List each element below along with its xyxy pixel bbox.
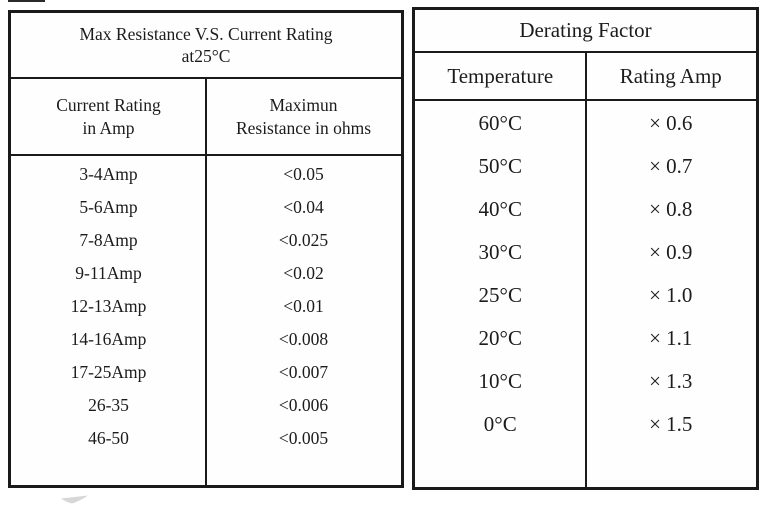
scan-artifact-line bbox=[8, 0, 45, 2]
temperature-column-header: Temperature bbox=[415, 53, 586, 99]
table-row: 17-25Amp <0.007 bbox=[11, 356, 401, 389]
table-row: 7-8Amp <0.025 bbox=[11, 224, 401, 257]
table-row: 5-6Amp <0.04 bbox=[11, 191, 401, 224]
resistance-cell: <0.04 bbox=[283, 197, 324, 217]
table-row: 60°C × 0.6 bbox=[415, 102, 756, 145]
temperature-cell: 30°C bbox=[478, 240, 522, 264]
table-row: 14-16Amp <0.008 bbox=[11, 323, 401, 356]
header-line: Current Rating bbox=[56, 94, 161, 115]
current-rating-cell: 26-35 bbox=[88, 395, 129, 415]
derating-factor-table-body: 60°C × 0.6 50°C × 0.7 40°C × 0.8 30°C × … bbox=[415, 101, 756, 487]
current-rating-cell: 7-8Amp bbox=[79, 230, 138, 250]
derating-factor-table-title: Derating Factor bbox=[415, 10, 756, 53]
factor-cell: × 1.1 bbox=[649, 326, 693, 350]
temperature-cell: 10°C bbox=[478, 369, 522, 393]
rating-amp-column-header: Rating Amp bbox=[586, 53, 757, 99]
factor-cell: × 1.3 bbox=[649, 369, 693, 393]
title-text: Derating Factor bbox=[519, 18, 652, 42]
derating-factor-table-grid: Temperature Rating Amp 60°C × 0.6 50°C ×… bbox=[415, 53, 756, 487]
resistance-cell: <0.006 bbox=[278, 395, 329, 415]
current-rating-cell: 5-6Amp bbox=[79, 197, 138, 217]
table-row: 9-11Amp <0.02 bbox=[11, 257, 401, 290]
table-row: 26-35 <0.006 bbox=[11, 389, 401, 422]
temperature-cell: 40°C bbox=[478, 197, 522, 221]
resistance-cell: <0.008 bbox=[278, 329, 329, 349]
factor-cell: × 0.8 bbox=[649, 197, 693, 221]
temperature-cell: 25°C bbox=[478, 283, 522, 307]
temperature-cell: 0°C bbox=[483, 412, 517, 436]
header-line: Maximun bbox=[269, 94, 338, 115]
header-line: Rating Amp bbox=[619, 63, 722, 88]
max-resistance-table-grid: Current Rating in Amp Maximun Resistance… bbox=[11, 79, 401, 485]
title-line-2: at25°C bbox=[181, 46, 231, 66]
resistance-cell: <0.025 bbox=[278, 230, 329, 250]
max-resistance-column-header: Maximun Resistance in ohms bbox=[206, 79, 401, 154]
resistance-cell: <0.005 bbox=[278, 428, 329, 448]
current-rating-column-header: Current Rating in Amp bbox=[11, 79, 206, 154]
title-line-1: Max Resistance V.S. Current Rating bbox=[79, 24, 333, 44]
factor-cell: × 0.6 bbox=[649, 111, 693, 135]
factor-cell: × 1.5 bbox=[649, 412, 693, 436]
derating-factor-table: Derating Factor Temperature Rating Amp 6… bbox=[412, 7, 759, 490]
header-line: Resistance in ohms bbox=[235, 117, 372, 138]
resistance-cell: <0.05 bbox=[283, 164, 324, 184]
max-resistance-table-body: 3-4Amp <0.05 5-6Amp <0.04 7-8Amp <0.025 … bbox=[11, 156, 401, 485]
current-rating-cell: 9-11Amp bbox=[75, 263, 142, 283]
temperature-cell: 50°C bbox=[478, 154, 522, 178]
current-rating-cell: 46-50 bbox=[88, 428, 129, 448]
max-resistance-table-title: Max Resistance V.S. Current Rating at25°… bbox=[11, 13, 401, 79]
current-rating-cell: 12-13Amp bbox=[70, 296, 147, 316]
table-row: 0°C × 1.5 bbox=[415, 403, 756, 446]
header-line: in Amp bbox=[82, 117, 135, 138]
table-row: 50°C × 0.7 bbox=[415, 145, 756, 188]
header-line: Temperature bbox=[447, 63, 554, 88]
watermark-swoosh bbox=[61, 495, 88, 504]
table-row: 10°C × 1.3 bbox=[415, 360, 756, 403]
table-row: 46-50 <0.005 bbox=[11, 422, 401, 455]
current-rating-cell: 17-25Amp bbox=[70, 362, 147, 382]
column-divider bbox=[584, 53, 587, 487]
resistance-cell: <0.007 bbox=[278, 362, 329, 382]
resistance-cell: <0.01 bbox=[283, 296, 324, 316]
column-divider bbox=[205, 79, 207, 485]
table-row: 3-4Amp <0.05 bbox=[11, 158, 401, 191]
factor-cell: × 1.0 bbox=[649, 283, 693, 307]
temperature-cell: 60°C bbox=[478, 111, 522, 135]
table-row: 20°C × 1.1 bbox=[415, 317, 756, 360]
current-rating-cell: 3-4Amp bbox=[79, 164, 138, 184]
factor-cell: × 0.9 bbox=[649, 240, 693, 264]
max-resistance-table: Max Resistance V.S. Current Rating at25°… bbox=[8, 10, 404, 488]
table-row: 30°C × 0.9 bbox=[415, 231, 756, 274]
current-rating-cell: 14-16Amp bbox=[70, 329, 147, 349]
table-row: 40°C × 0.8 bbox=[415, 188, 756, 231]
resistance-cell: <0.02 bbox=[283, 263, 324, 283]
table-row: 12-13Amp <0.01 bbox=[11, 290, 401, 323]
temperature-cell: 20°C bbox=[478, 326, 522, 350]
table-row: 25°C × 1.0 bbox=[415, 274, 756, 317]
factor-cell: × 0.7 bbox=[649, 154, 693, 178]
